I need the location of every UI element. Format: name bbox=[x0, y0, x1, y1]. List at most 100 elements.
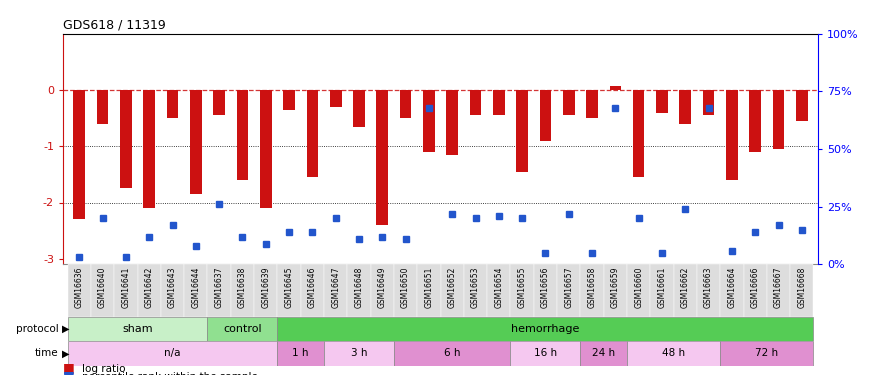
Bar bbox=[277, 264, 301, 317]
Text: GSM16657: GSM16657 bbox=[564, 267, 573, 309]
Text: time: time bbox=[35, 348, 59, 358]
Bar bbox=[656, 90, 668, 112]
Text: 16 h: 16 h bbox=[534, 348, 557, 358]
Text: GDS618 / 11319: GDS618 / 11319 bbox=[63, 18, 165, 31]
Text: ■: ■ bbox=[63, 369, 74, 375]
Text: GSM16640: GSM16640 bbox=[98, 267, 107, 309]
Text: control: control bbox=[223, 324, 262, 334]
Bar bbox=[773, 90, 784, 149]
Text: GSM16644: GSM16644 bbox=[192, 267, 200, 309]
Bar bbox=[703, 90, 714, 116]
Text: GSM16637: GSM16637 bbox=[214, 267, 224, 309]
Bar bbox=[720, 341, 814, 366]
Bar bbox=[650, 264, 674, 317]
Bar bbox=[604, 264, 627, 317]
Bar bbox=[470, 90, 481, 116]
Text: GSM16642: GSM16642 bbox=[144, 267, 154, 308]
Bar bbox=[190, 90, 201, 194]
Text: protocol: protocol bbox=[16, 324, 59, 334]
Bar bbox=[534, 264, 557, 317]
Bar bbox=[137, 264, 161, 317]
Bar bbox=[464, 264, 487, 317]
Bar bbox=[324, 264, 347, 317]
Text: ▶: ▶ bbox=[62, 324, 70, 334]
Bar bbox=[330, 90, 341, 107]
Text: hemorrhage: hemorrhage bbox=[511, 324, 579, 334]
Text: GSM16651: GSM16651 bbox=[424, 267, 433, 308]
Text: GSM16646: GSM16646 bbox=[308, 267, 317, 309]
Bar bbox=[161, 264, 185, 317]
Text: GSM16662: GSM16662 bbox=[681, 267, 690, 308]
Bar bbox=[510, 264, 534, 317]
Text: GSM16636: GSM16636 bbox=[75, 267, 84, 309]
Text: GSM16639: GSM16639 bbox=[262, 267, 270, 309]
Bar bbox=[254, 264, 277, 317]
Bar bbox=[610, 86, 621, 90]
Bar bbox=[394, 264, 417, 317]
Bar bbox=[236, 90, 248, 180]
Text: log ratio: log ratio bbox=[82, 364, 126, 374]
Text: ■: ■ bbox=[63, 361, 74, 374]
Text: GSM16663: GSM16663 bbox=[704, 267, 713, 309]
Bar bbox=[441, 264, 464, 317]
Bar bbox=[74, 90, 85, 219]
Bar bbox=[277, 317, 814, 341]
Bar bbox=[446, 90, 458, 154]
Bar bbox=[371, 264, 394, 317]
Bar bbox=[207, 317, 277, 341]
Bar bbox=[144, 90, 155, 208]
Bar bbox=[301, 264, 324, 317]
Text: GSM16656: GSM16656 bbox=[541, 267, 550, 309]
Text: 24 h: 24 h bbox=[592, 348, 615, 358]
Bar bbox=[510, 341, 580, 366]
Bar bbox=[487, 264, 510, 317]
Bar bbox=[424, 90, 435, 152]
Bar bbox=[580, 341, 627, 366]
Bar bbox=[696, 264, 720, 317]
Bar bbox=[400, 90, 411, 118]
Text: GSM16666: GSM16666 bbox=[751, 267, 760, 309]
Text: 3 h: 3 h bbox=[351, 348, 367, 358]
Bar bbox=[726, 90, 738, 180]
Bar bbox=[493, 90, 505, 116]
Text: GSM16645: GSM16645 bbox=[284, 267, 294, 309]
Bar bbox=[749, 90, 761, 152]
Bar bbox=[91, 264, 115, 317]
Bar bbox=[260, 90, 271, 208]
Bar bbox=[67, 341, 277, 366]
Text: 6 h: 6 h bbox=[444, 348, 460, 358]
Text: GSM16661: GSM16661 bbox=[657, 267, 667, 308]
Text: sham: sham bbox=[123, 324, 153, 334]
Bar bbox=[277, 341, 324, 366]
Bar bbox=[185, 264, 207, 317]
Bar bbox=[207, 264, 231, 317]
Text: percentile rank within the sample: percentile rank within the sample bbox=[82, 372, 258, 375]
Bar bbox=[214, 90, 225, 116]
Bar bbox=[115, 264, 137, 317]
Bar bbox=[557, 264, 580, 317]
Bar bbox=[67, 264, 91, 317]
Text: 48 h: 48 h bbox=[662, 348, 685, 358]
Text: n/a: n/a bbox=[164, 348, 181, 358]
Text: GSM16641: GSM16641 bbox=[122, 267, 130, 308]
Bar bbox=[417, 264, 441, 317]
Text: ▶: ▶ bbox=[62, 348, 70, 358]
Text: GSM16655: GSM16655 bbox=[518, 267, 527, 309]
Bar bbox=[324, 341, 394, 366]
Bar bbox=[306, 90, 318, 177]
Bar bbox=[394, 341, 510, 366]
Text: GSM16650: GSM16650 bbox=[401, 267, 410, 309]
Bar bbox=[231, 264, 254, 317]
Bar bbox=[790, 264, 814, 317]
Bar bbox=[540, 90, 551, 141]
Bar bbox=[97, 90, 108, 124]
Bar bbox=[120, 90, 132, 188]
Text: GSM16638: GSM16638 bbox=[238, 267, 247, 308]
Bar bbox=[680, 90, 691, 124]
Bar bbox=[633, 90, 645, 177]
Bar bbox=[766, 264, 790, 317]
Bar bbox=[796, 90, 808, 121]
Text: GSM16648: GSM16648 bbox=[354, 267, 363, 308]
Text: GSM16654: GSM16654 bbox=[494, 267, 503, 309]
Text: GSM16668: GSM16668 bbox=[797, 267, 806, 308]
